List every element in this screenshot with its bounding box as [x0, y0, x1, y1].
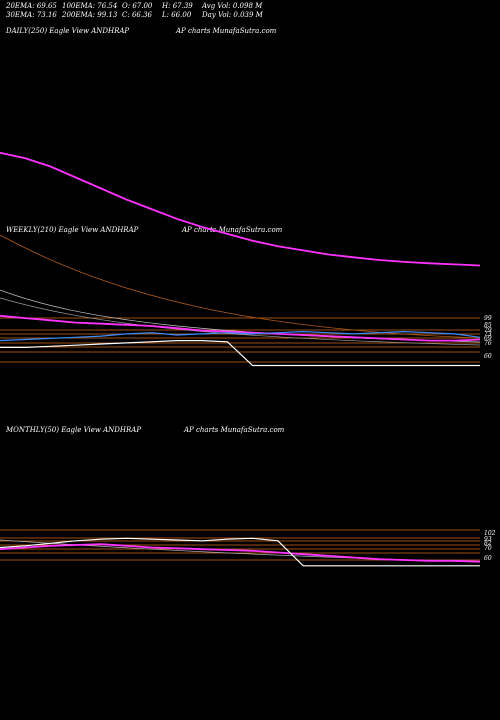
ema-curve — [0, 234, 481, 339]
high-label: H: 67.39 — [162, 2, 193, 10]
weekly-series-line — [0, 330, 481, 342]
ema100-label: 100EMA: 76.54 — [62, 2, 118, 10]
daily-series-line — [0, 151, 481, 267]
weekly-price-label: 69 — [484, 335, 492, 342]
weekly-price-label: 99 — [484, 315, 492, 322]
daily-panel-title: DAILY(250) Eagle View ANDHRAP — [6, 27, 130, 35]
low-label: L: 66.00 — [162, 11, 192, 19]
weekly-panel-title: WEEKLY(210) Eagle View ANDHRAP — [6, 226, 139, 234]
weekly-price-label: 73 — [484, 331, 492, 338]
monthly-price-label: 82 — [484, 540, 492, 547]
monthly-price-label: 60 — [484, 555, 492, 562]
open-label: O: 67.00 — [122, 2, 153, 10]
monthly-series-line — [0, 543, 481, 563]
weekly-watermark: AP charts MunafaSutra.com — [182, 226, 283, 234]
daily-watermark: AP charts MunafaSutra.com — [176, 27, 277, 35]
ema20-label: 20EMA: 69.65 — [6, 2, 57, 10]
ema200-label: 200EMA: 99.13 — [62, 11, 118, 19]
weekly-price-label: 85 — [484, 322, 492, 329]
ema30-label: 30EMA: 73.16 — [6, 11, 57, 19]
weekly-series-line — [0, 340, 480, 367]
monthly-watermark: AP charts MunafaSutra.com — [184, 426, 285, 434]
monthly-price-label: 70 — [484, 545, 492, 552]
weekly-series-line — [0, 314, 481, 342]
monthly-series-line — [0, 537, 480, 567]
weekly-price-label: 76 — [484, 340, 492, 347]
weekly-price-label: 60 — [484, 353, 492, 360]
monthly-price-label: 93 — [484, 536, 492, 543]
monthly-price-label: 102 — [484, 530, 496, 537]
avg-vol-label: Avg Vol: 0.098 M — [202, 2, 263, 10]
monthly-panel-title: MONTHLY(50) Eagle View ANDHRAP — [6, 426, 142, 434]
weekly-price-label: 79 — [484, 327, 492, 334]
close-label: C: 66.36 — [122, 11, 152, 19]
day-vol-label: Day Vol: 0.039 M — [202, 11, 263, 19]
